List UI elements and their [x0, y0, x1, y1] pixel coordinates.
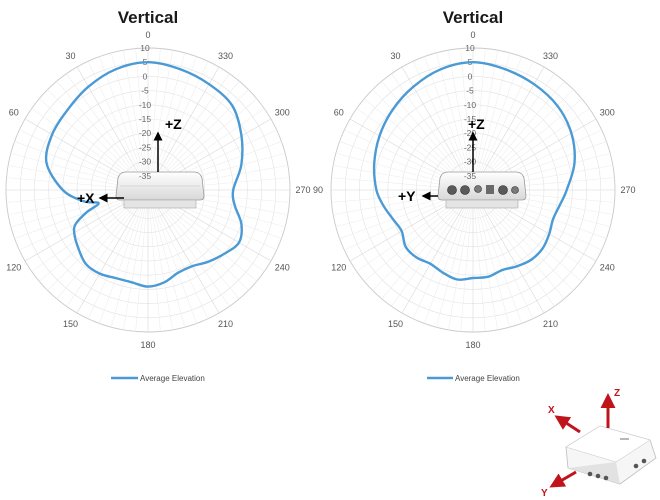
polar-chart-left: Vertical 0306090120150180210240270300330… [5, 8, 311, 383]
angle-label-150: 150 [388, 319, 403, 329]
legend-label: Average Elevation [140, 374, 205, 383]
series-average-elevation [44, 61, 244, 288]
series-average-elevation [372, 61, 576, 281]
angle-label-180: 180 [465, 340, 480, 350]
angle-label-120: 120 [6, 263, 21, 273]
x-direction-label: X [548, 405, 555, 416]
angle-label-120: 120 [331, 263, 346, 273]
angle-label-210: 210 [543, 319, 558, 329]
z-direction-label: Z [614, 388, 620, 399]
angle-label-180: 180 [140, 340, 155, 350]
angle-label-240: 240 [275, 263, 290, 273]
side-axis-label: +Y [398, 188, 416, 204]
side-axis-label: +X [77, 190, 95, 206]
radial-label-5: -15 [139, 114, 152, 124]
angle-labels: 0 30 60 90 120 150 180 210 240 270 300 330 [313, 30, 636, 350]
angle-label-60: 60 [9, 108, 19, 118]
angle-label-0: 0 [145, 30, 150, 40]
radial-label-9: -35 [464, 171, 477, 181]
chart-title: Vertical [443, 8, 504, 27]
angle-label-210: 210 [218, 319, 233, 329]
radial-label-8: -30 [139, 157, 152, 167]
radial-label-2: 0 [468, 71, 473, 81]
radial-label-4: -10 [139, 100, 152, 110]
x-direction-arrow [554, 415, 581, 434]
radial-label-4: -10 [464, 100, 477, 110]
angle-label-330: 330 [218, 51, 233, 61]
angle-label-300: 300 [600, 108, 615, 118]
polar-chart-right: Vertical 0 30 60 90 120 150 180 210 240 270 300 330… [313, 8, 636, 383]
angle-label-30: 30 [390, 51, 400, 61]
orientation-diagram: Z X Y [541, 388, 657, 499]
angle-label-150: 150 [63, 319, 78, 329]
radial-label-2: 0 [143, 71, 148, 81]
angle-label-0: 0 [470, 30, 475, 40]
angle-label-330: 330 [543, 51, 558, 61]
access-point-image [115, 171, 205, 209]
angle-label-240: 240 [600, 263, 615, 273]
angle-label-60: 60 [334, 108, 344, 118]
angle-label-30: 30 [65, 51, 75, 61]
radial-label-0: 10 [465, 43, 475, 53]
radial-label-8: -30 [464, 157, 477, 167]
y-direction-arrow [549, 470, 577, 488]
radial-label-0: 10 [140, 43, 150, 53]
up-axis-label: +Z [165, 116, 182, 132]
radial-label-7: -25 [139, 142, 152, 152]
access-point-image [437, 171, 527, 209]
radial-label-6: -20 [139, 128, 152, 138]
y-direction-label: Y [541, 488, 548, 499]
chart-title: Vertical [118, 8, 179, 27]
angle-label-300: 300 [275, 108, 290, 118]
radial-label-7: -25 [464, 142, 477, 152]
angle-label-90: 90 [313, 185, 323, 195]
radial-label-9: -35 [139, 171, 152, 181]
angle-label-270: 270 [620, 185, 635, 195]
radial-label-3: -5 [466, 86, 474, 96]
radial-label-5: -15 [464, 114, 477, 124]
radial-label-3: -5 [141, 86, 149, 96]
up-axis-label: +Z [468, 116, 485, 132]
legend-label: Average Elevation [455, 374, 520, 383]
angle-label-270: 270 [295, 185, 310, 195]
